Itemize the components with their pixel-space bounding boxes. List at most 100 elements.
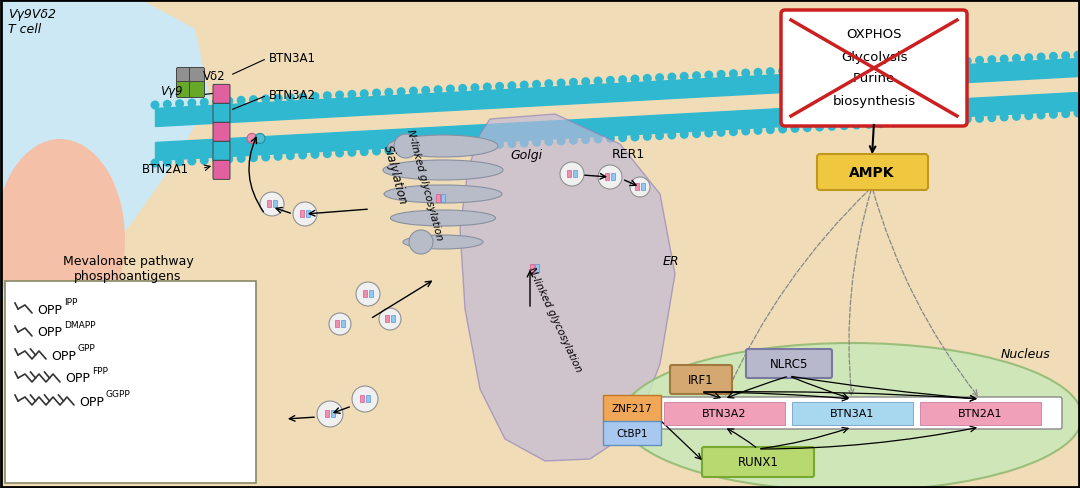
FancyBboxPatch shape [189, 82, 204, 98]
Text: Vγ9: Vγ9 [160, 84, 183, 97]
Ellipse shape [388, 136, 498, 158]
Circle shape [741, 69, 751, 79]
Text: OPP: OPP [79, 395, 104, 407]
Text: BTN3A2: BTN3A2 [269, 89, 316, 102]
Circle shape [409, 230, 433, 254]
Text: OPP: OPP [37, 326, 62, 339]
Circle shape [631, 133, 639, 142]
Circle shape [335, 149, 345, 158]
Circle shape [631, 75, 639, 84]
Circle shape [704, 71, 713, 81]
Text: NLRC5: NLRC5 [770, 357, 808, 370]
Circle shape [741, 127, 751, 136]
Circle shape [975, 57, 984, 66]
Circle shape [926, 117, 935, 126]
Text: Vγ9Vδ2: Vγ9Vδ2 [8, 8, 56, 21]
Circle shape [569, 79, 578, 88]
Circle shape [606, 135, 615, 143]
Polygon shape [460, 115, 675, 461]
Text: Nucleus: Nucleus [1000, 347, 1050, 360]
FancyBboxPatch shape [530, 264, 534, 272]
FancyBboxPatch shape [535, 264, 539, 272]
Circle shape [379, 308, 401, 330]
Circle shape [839, 64, 849, 73]
Circle shape [544, 138, 553, 147]
Circle shape [200, 99, 208, 108]
FancyBboxPatch shape [781, 11, 967, 127]
Circle shape [630, 178, 650, 198]
Circle shape [766, 126, 774, 135]
Circle shape [962, 58, 972, 66]
Circle shape [249, 96, 258, 105]
Text: BTN3A2: BTN3A2 [702, 408, 746, 418]
Circle shape [1062, 110, 1070, 119]
Circle shape [508, 140, 516, 149]
Circle shape [827, 122, 836, 132]
Circle shape [939, 59, 947, 68]
Circle shape [692, 72, 701, 81]
Circle shape [163, 101, 172, 110]
Circle shape [360, 90, 368, 99]
Circle shape [901, 61, 910, 70]
Circle shape [532, 81, 541, 90]
Text: AMPK: AMPK [849, 165, 894, 180]
Circle shape [318, 401, 343, 427]
FancyBboxPatch shape [603, 421, 661, 445]
Circle shape [815, 65, 824, 74]
Circle shape [310, 150, 320, 160]
Ellipse shape [0, 140, 125, 339]
FancyBboxPatch shape [360, 395, 364, 402]
Circle shape [852, 121, 861, 130]
Circle shape [175, 158, 184, 167]
Text: GPP: GPP [78, 343, 96, 352]
Circle shape [618, 134, 627, 143]
Circle shape [667, 73, 676, 82]
Text: T cell: T cell [8, 23, 41, 36]
FancyBboxPatch shape [341, 320, 345, 327]
Circle shape [293, 203, 318, 226]
FancyBboxPatch shape [702, 447, 814, 477]
Circle shape [458, 142, 468, 151]
Circle shape [962, 115, 972, 124]
Text: IRF1: IRF1 [688, 373, 714, 386]
Circle shape [877, 120, 886, 129]
Circle shape [987, 56, 997, 65]
Circle shape [396, 146, 406, 155]
Circle shape [225, 97, 233, 106]
Text: FPP: FPP [92, 366, 108, 375]
Circle shape [914, 118, 922, 127]
Circle shape [914, 60, 922, 69]
FancyBboxPatch shape [273, 201, 276, 207]
FancyBboxPatch shape [663, 402, 784, 425]
FancyBboxPatch shape [635, 183, 639, 191]
FancyBboxPatch shape [213, 123, 230, 142]
Circle shape [667, 131, 676, 140]
FancyBboxPatch shape [746, 349, 832, 378]
Circle shape [802, 66, 812, 75]
Circle shape [1012, 113, 1021, 122]
Circle shape [1074, 109, 1080, 118]
FancyBboxPatch shape [603, 395, 661, 423]
Circle shape [200, 157, 208, 165]
Circle shape [791, 124, 799, 134]
Circle shape [323, 150, 332, 159]
Circle shape [273, 95, 283, 103]
Circle shape [421, 144, 430, 154]
Circle shape [1012, 55, 1021, 64]
Circle shape [348, 148, 356, 158]
Circle shape [901, 119, 910, 127]
Text: BTN2A1: BTN2A1 [958, 408, 1002, 418]
Text: IPP: IPP [64, 297, 78, 306]
Circle shape [839, 122, 849, 131]
Text: ER: ER [663, 254, 679, 267]
Text: Golgi: Golgi [510, 148, 542, 161]
Circle shape [594, 77, 603, 86]
FancyBboxPatch shape [567, 171, 571, 178]
FancyBboxPatch shape [306, 210, 310, 218]
Circle shape [298, 93, 307, 102]
Circle shape [556, 137, 566, 146]
Circle shape [409, 87, 418, 96]
Ellipse shape [384, 185, 502, 203]
FancyBboxPatch shape [605, 174, 609, 181]
FancyBboxPatch shape [391, 315, 395, 323]
